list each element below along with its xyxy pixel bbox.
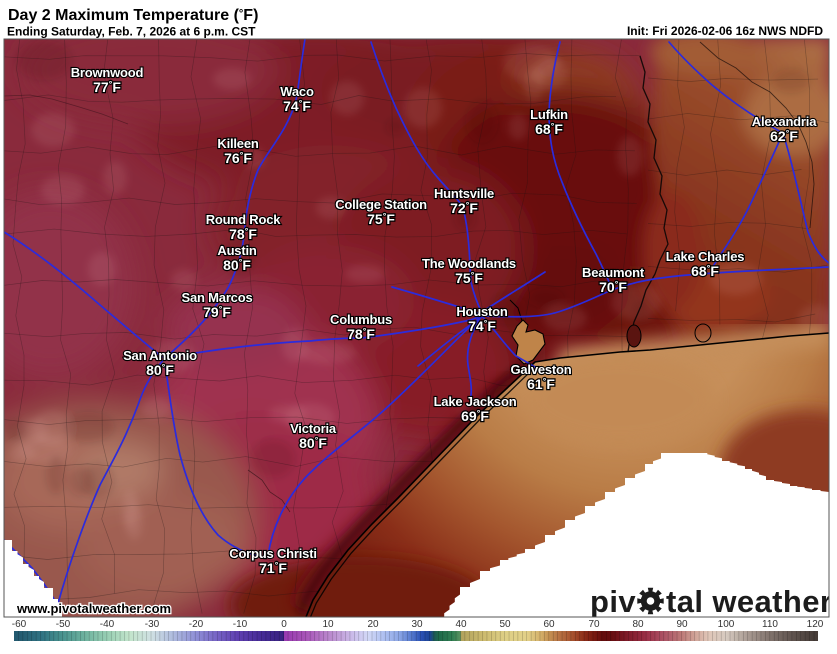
svg-text:San Antonio: San Antonio (123, 348, 197, 363)
svg-text:40: 40 (455, 619, 467, 630)
svg-text:100: 100 (718, 619, 735, 630)
svg-text:120: 120 (807, 619, 824, 630)
svg-text:70: 70 (588, 619, 600, 630)
svg-text:tal weather: tal weather (666, 584, 832, 619)
svg-text:72°F: 72°F (450, 200, 478, 216)
svg-text:80: 80 (632, 619, 644, 630)
svg-text:Houston: Houston (456, 304, 508, 319)
svg-text:75°F: 75°F (367, 211, 395, 227)
svg-text:-60: -60 (12, 619, 27, 630)
svg-text:62°F: 62°F (770, 128, 798, 144)
svg-text:68°F: 68°F (535, 121, 563, 137)
svg-text:Corpus Christi: Corpus Christi (229, 546, 316, 561)
svg-text:Init: Fri 2026-02-06 16z NWS N: Init: Fri 2026-02-06 16z NWS NDFD (627, 24, 823, 38)
svg-text:69°F: 69°F (461, 408, 489, 424)
svg-text:74°F: 74°F (283, 98, 311, 114)
svg-text:77°F: 77°F (93, 79, 121, 95)
svg-text:79°F: 79°F (203, 304, 231, 320)
svg-text:80°F: 80°F (223, 257, 251, 273)
svg-text:Beaumont: Beaumont (582, 265, 645, 280)
svg-text:20: 20 (367, 619, 379, 630)
svg-text:80°F: 80°F (146, 362, 174, 378)
svg-text:61°F: 61°F (527, 376, 555, 392)
svg-text:Huntsville: Huntsville (434, 186, 494, 201)
svg-text:10: 10 (322, 619, 334, 630)
svg-text:71°F: 71°F (259, 560, 287, 576)
svg-text:50: 50 (499, 619, 511, 630)
svg-text:www.pivotalweather.com: www.pivotalweather.com (16, 601, 171, 616)
svg-text:San Marcos: San Marcos (182, 290, 253, 305)
svg-text:-20: -20 (189, 619, 204, 630)
svg-text:Lake Charles: Lake Charles (666, 249, 745, 264)
svg-text:Killeen: Killeen (217, 136, 258, 151)
svg-text:Day 2 Maximum Temperature (°F): Day 2 Maximum Temperature (°F) (8, 7, 258, 24)
svg-text:The Woodlands: The Woodlands (422, 256, 516, 271)
svg-text:76°F: 76°F (224, 150, 252, 166)
svg-text:78°F: 78°F (229, 226, 257, 242)
svg-text:Galveston: Galveston (510, 362, 571, 377)
svg-text:-50: -50 (56, 619, 71, 630)
svg-text:Columbus: Columbus (330, 312, 392, 327)
svg-text:0: 0 (281, 619, 287, 630)
svg-text:110: 110 (762, 619, 778, 630)
svg-text:Lake Jackson: Lake Jackson (434, 394, 517, 409)
svg-text:Austin: Austin (217, 243, 257, 258)
svg-text:Ending Saturday, Feb. 7, 2026: Ending Saturday, Feb. 7, 2026 at 6 p.m. … (7, 25, 256, 39)
svg-text:30: 30 (411, 619, 423, 630)
svg-text:70°F: 70°F (599, 279, 627, 295)
svg-text:78°F: 78°F (347, 326, 375, 342)
svg-text:Victoria: Victoria (290, 421, 337, 436)
svg-text:-10: -10 (233, 619, 248, 630)
svg-text:-30: -30 (145, 619, 160, 630)
svg-text:75°F: 75°F (455, 270, 483, 286)
svg-text:College Station: College Station (335, 197, 427, 212)
svg-text:Round Rock: Round Rock (206, 212, 282, 227)
svg-text:-40: -40 (100, 619, 115, 630)
svg-text:Lufkin: Lufkin (530, 107, 568, 122)
svg-text:74°F: 74°F (468, 318, 496, 334)
svg-text:Brownwood: Brownwood (71, 65, 144, 80)
svg-text:68°F: 68°F (691, 263, 719, 279)
svg-text:80°F: 80°F (299, 435, 327, 451)
svg-text:piv: piv (590, 584, 636, 619)
svg-text:90: 90 (676, 619, 688, 630)
svg-text:Waco: Waco (280, 84, 314, 99)
svg-text:Alexandria: Alexandria (752, 114, 817, 129)
svg-text:60: 60 (543, 619, 555, 630)
